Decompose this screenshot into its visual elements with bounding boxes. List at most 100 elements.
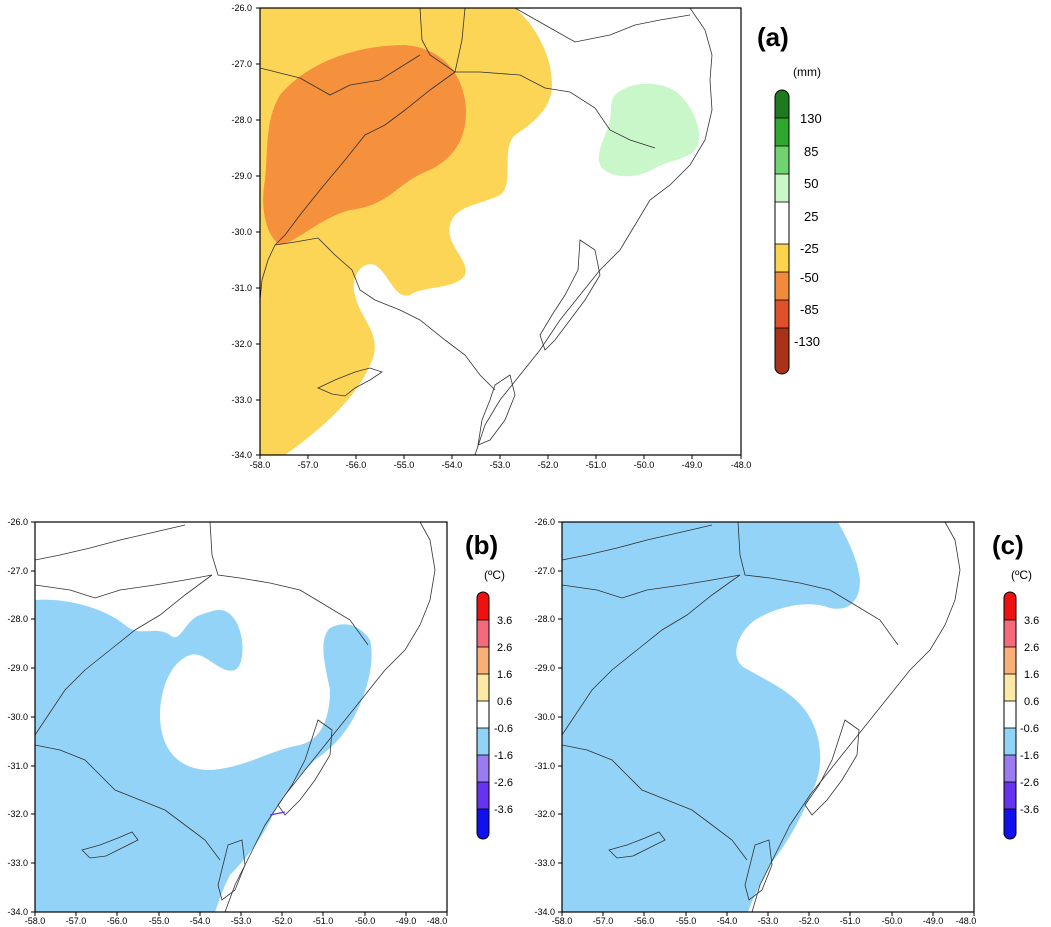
panel-a-colorbar-cell [775, 202, 789, 244]
panel-c-border-line [561, 574, 741, 736]
panel-b-x-tick: -56.0 [107, 916, 128, 926]
panel-a-colorbar-label: 85 [804, 144, 818, 159]
panel-a-border-line [454, 7, 466, 73]
panel-c-x-tick: -53.0 [758, 916, 779, 926]
panel-c-y-tick: -27.0 [534, 566, 555, 576]
panel-c-y-tick: -28.0 [534, 614, 555, 624]
panel-c-colorbar-cell [1004, 674, 1016, 701]
panel-c-colorbar-label: -1.6 [1020, 750, 1039, 762]
panel-b-colorbar-label: -2.6 [494, 777, 513, 789]
panel-a-shade-dry-mid [263, 45, 466, 245]
panel-b-colorbar-label: 0.6 [497, 696, 512, 708]
panel-b-y-tick: -33.0 [7, 858, 28, 868]
panel-c-x-tick: -55.0 [676, 916, 697, 926]
panel-c-shade-cool [562, 522, 860, 912]
panel-b-colorbar-cell [477, 620, 489, 647]
panel-b-colorbar-label: -1.6 [494, 750, 513, 762]
panel-a-map: -26.0 -27.0 -28.0 -29.0 -30.0 -31.0 -32.… [231, 3, 821, 470]
panel-a-x-tick: -50.0 [634, 460, 655, 470]
panel-c-coastline [751, 521, 961, 913]
panel-c-x-tick: -50.0 [882, 916, 903, 926]
panel-a-border-line [419, 7, 656, 149]
panel-b-lagoon-shore [269, 811, 286, 816]
panel-b-lake [81, 831, 139, 859]
panel-b-x-tick: -54.0 [190, 916, 211, 926]
panel-a-x-tick: -54.0 [442, 460, 463, 470]
panel-a-y-tick: -32.0 [231, 339, 252, 349]
panel-b-colorbar: 3.6 2.6 1.6 0.6 -0.6 -1.6 -2.6 -3.6 [476, 591, 513, 840]
panel-a-colorbar-label: -25 [800, 241, 819, 256]
panel-c-y-tick: -29.0 [534, 663, 555, 673]
panel-b-colorbar-label: 3.6 [497, 615, 512, 627]
panel-c-x-tick: -48.0 [956, 916, 977, 926]
panel-a-colorbar-label: 25 [804, 209, 818, 224]
panel-c-y-tick: -30.0 [534, 712, 555, 722]
panel-b-y-tick: -30.0 [7, 712, 28, 722]
panel-c-colorbar: 3.6 2.6 1.6 0.6 -0.6 -1.6 -2.6 -3.6 [1003, 591, 1039, 840]
panel-c-colorbar-cell [1004, 782, 1016, 809]
panel-b-shade-cool [35, 599, 372, 912]
panel-c-x-tick: -58.0 [552, 916, 573, 926]
panel-a-colorbar-label: -85 [800, 302, 819, 317]
panel-a-x-tick: -56.0 [346, 460, 367, 470]
panel-c-y-tick: -33.0 [534, 858, 555, 868]
panel-b-x-tick: -48.0 [427, 916, 448, 926]
panel-a-border-line [514, 7, 691, 43]
panel-b-colorbar-label: 1.6 [497, 669, 512, 681]
panel-b-map: -26.0 -27.0 -28.0 -29.0 -30.0 -31.0 -32.… [7, 517, 512, 926]
panel-b-unit: (ºC) [484, 568, 505, 582]
panel-c-x-tick: -54.0 [717, 916, 738, 926]
panel-c-colorbar-label: 1.6 [1024, 669, 1039, 681]
panel-c-y-axis: -26.0 -27.0 -28.0 -29.0 -30.0 -31.0 -32.… [534, 517, 562, 917]
panel-c-colorbar-label: 3.6 [1024, 615, 1039, 627]
panel-c-colorbar-cell [1004, 620, 1016, 647]
panel-a-x-tick: -58.0 [250, 460, 271, 470]
panel-c-y-tick: -26.0 [534, 517, 555, 527]
panel-c-x-tick: -57.0 [593, 916, 614, 926]
panel-b-colorbar-label: -0.6 [494, 723, 513, 735]
panel-a-unit: (mm) [793, 65, 821, 79]
panel-a-y-tick: -28.0 [231, 115, 252, 125]
panel-b-x-axis: -58.0 -57.0 -56.0 -55.0 -54.0 -53.0 -52.… [25, 912, 448, 926]
panel-a-lake [317, 367, 383, 397]
panel-c-border-line [561, 524, 713, 561]
panel-c-y-tick: -34.0 [534, 907, 555, 917]
panel-b-colorbar-cell [477, 647, 489, 674]
panel-c-lagoon [744, 839, 773, 901]
panel-c-colorbar-label: -0.6 [1020, 723, 1039, 735]
panel-a-x-tick: -49.0 [682, 460, 703, 470]
panel-a-x-tick: -57.0 [298, 460, 319, 470]
panel-c-x-axis: -58.0 -57.0 -56.0 -55.0 -54.0 -53.0 -52.… [552, 912, 977, 926]
panel-a-border-line [274, 71, 456, 246]
panel-b-border-line [34, 524, 186, 561]
panel-b-colorbar-cell [477, 782, 489, 809]
panel-c-colorbar-cell [1004, 728, 1016, 755]
panel-a-x-tick: -51.0 [586, 460, 607, 470]
panel-c-x-tick: -52.0 [799, 916, 820, 926]
panel-c-colorbar-label: 2.6 [1024, 642, 1039, 654]
panel-b-colorbar-label: 2.6 [497, 642, 512, 654]
panel-a-y-tick: -29.0 [231, 171, 252, 181]
panel-b-x-tick: -52.0 [272, 916, 293, 926]
panel-a-border-line [274, 237, 496, 391]
panel-a-border-line [259, 54, 421, 96]
panel-b-x-tick: -57.0 [66, 916, 87, 926]
panel-a-y-tick: -31.0 [231, 283, 252, 293]
panel-b-border-line [34, 574, 213, 736]
panel-c-border-line [561, 744, 748, 861]
panel-b-label: (b) [465, 530, 498, 560]
panel-c-colorbar-label: 0.6 [1024, 696, 1039, 708]
panel-a-colorbar-label: -130 [794, 334, 820, 349]
panel-c-x-tick: -51.0 [840, 916, 861, 926]
panel-c-unit: (ºC) [1011, 568, 1032, 582]
panel-a-y-tick: -26.0 [231, 3, 252, 13]
panel-c-x-tick: -49.0 [923, 916, 944, 926]
panel-b-colorbar-cell [477, 728, 489, 755]
panel-b-x-tick: -55.0 [149, 916, 170, 926]
panel-b-colorbar-cell [477, 701, 489, 728]
panel-a-y-tick: -34.0 [231, 450, 252, 460]
panel-b-colorbar-label: -3.6 [494, 804, 513, 816]
panel-b-border-line [34, 574, 213, 599]
panel-a-x-axis: -58.0 -57.0 -56.0 -55.0 -54.0 -53.0 -52.… [250, 455, 751, 470]
